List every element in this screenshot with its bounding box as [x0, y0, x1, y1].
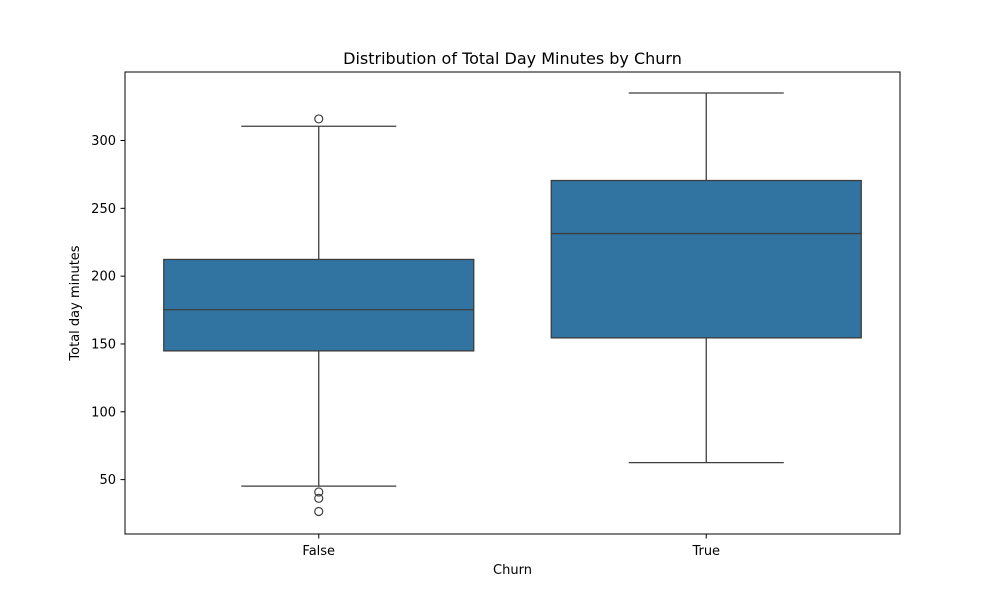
outlier-point [314, 114, 324, 124]
x-axis-label: Churn [493, 563, 532, 578]
outlier-point [314, 487, 324, 497]
y-axis: 50 100 150 200 250 300 [91, 134, 125, 488]
box-group-true [550, 92, 862, 464]
y-tick-label: 200 [91, 270, 116, 285]
y-tick-label: 100 [91, 405, 116, 420]
outlier-point [314, 493, 324, 503]
y-tick-label: 50 [99, 473, 116, 488]
iqr-box [163, 258, 475, 352]
iqr-box [550, 179, 862, 339]
y-tick-label: 150 [91, 337, 116, 352]
axes-frame [124, 71, 901, 535]
chart-title: Distribution of Total Day Minutes by Chu… [343, 49, 682, 68]
plot-area [163, 92, 862, 517]
y-axis-label: Total day minutes [68, 245, 83, 361]
box-group-false [163, 114, 475, 517]
x-axis: False True [302, 534, 720, 559]
outlier-point [314, 506, 324, 517]
y-tick-label: 300 [91, 134, 116, 149]
x-tick-label: True [691, 544, 720, 559]
y-tick-label: 250 [91, 202, 116, 217]
x-tick-label: False [302, 544, 335, 559]
